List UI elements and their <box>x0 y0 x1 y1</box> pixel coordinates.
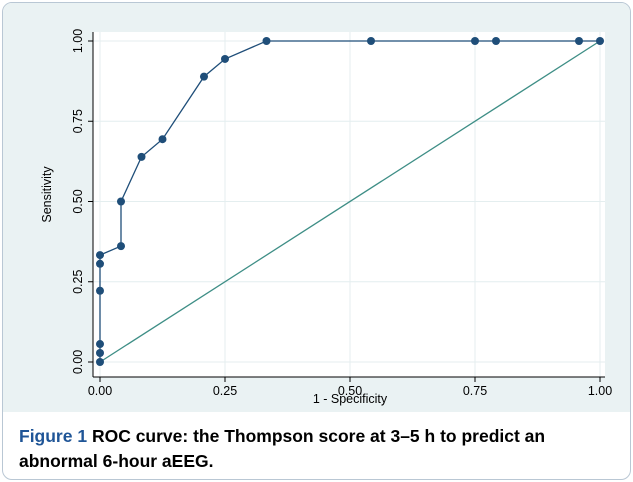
roc-point <box>471 37 479 45</box>
reference-line <box>99 40 601 363</box>
plot-area <box>93 32 605 377</box>
roc-point <box>117 197 125 206</box>
axes-layer <box>92 32 605 378</box>
x-tick-label: 0.00 <box>88 384 112 398</box>
x-tick-label: 0.75 <box>463 384 487 398</box>
roc-point <box>96 349 104 358</box>
plot-panel: 0.00 0.25 0.50 0.75 1.00 0.00 0.25 0.50 0.75 1.00… <box>3 3 630 412</box>
roc-chart: 0.00 0.25 0.50 0.75 1.00 0.00 0.25 0.50 0.75 1.00… <box>40 29 612 406</box>
tick-layer: 0.00 0.25 0.50 0.75 1.00 0.00 0.25 0.50 0.75 1.00 <box>71 29 612 398</box>
roc-point <box>575 37 583 45</box>
roc-point <box>96 358 104 366</box>
roc-point <box>262 37 271 45</box>
y-tick-label: 0.25 <box>71 270 85 294</box>
roc-point <box>96 340 104 349</box>
roc-point <box>137 152 146 161</box>
y-tick-label: 0.00 <box>71 350 85 374</box>
figure-label: Figure 1 <box>19 426 88 446</box>
roc-point <box>596 37 604 45</box>
roc-point <box>492 37 500 45</box>
roc-point <box>367 37 375 45</box>
y-tick-label: 0.50 <box>71 189 85 213</box>
figure-caption-text: ROC curve: the Thompson score at 3–5 h t… <box>19 426 546 471</box>
roc-point <box>200 72 208 81</box>
y-tick-label: 1.00 <box>71 29 85 53</box>
x-tick-label: 1.00 <box>588 384 612 398</box>
roc-point <box>221 54 229 63</box>
y-axis-title: Sensitivity <box>40 166 54 223</box>
y-tick-label: 0.75 <box>71 109 85 133</box>
x-tick-label: 0.25 <box>213 384 237 398</box>
x-axis-title: 1 - Specificity <box>313 392 388 406</box>
roc-point <box>117 242 125 251</box>
roc-point <box>96 251 104 260</box>
roc-curve-layer <box>96 37 604 366</box>
reference-line-layer <box>99 40 601 363</box>
roc-point <box>96 259 104 268</box>
roc-point <box>158 135 167 144</box>
x-tick-label: 0.50 <box>338 384 362 398</box>
figure-caption: Figure 1 ROC curve: the Thompson score a… <box>19 424 619 474</box>
roc-point <box>96 286 104 295</box>
